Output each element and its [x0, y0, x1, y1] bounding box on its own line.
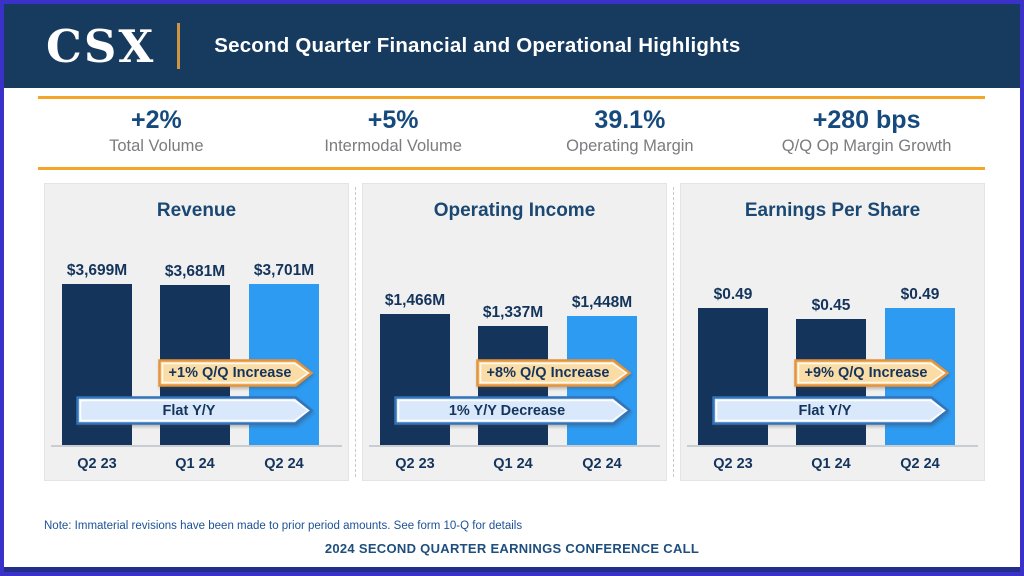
chart-panel-earnings-per-share: Earnings Per Share $0.49 $0.45 $0.49 +9% Q/… [680, 183, 985, 481]
chart-plot: $0.49 $0.45 $0.49 +9% Q/Q Increase Flat Y/Y [681, 224, 984, 447]
bar-value-label: $3,681M [164, 263, 226, 280]
chart-title: Operating Income [433, 200, 596, 221]
bar-q2-23 [380, 314, 450, 446]
kpi-label: Intermodal Volume [324, 136, 462, 155]
category-label: Q2 23 [713, 456, 753, 472]
bar-value-label: $3,699M [66, 262, 128, 279]
category-label: Q2 23 [77, 456, 117, 472]
category-label: Q2 24 [582, 456, 622, 472]
category-label: Q2 24 [264, 456, 304, 472]
annotation-text: +9% Q/Q Increase [804, 365, 928, 381]
footnote: Note: Immaterial revisions have been mad… [44, 520, 523, 532]
kpi-label: Operating Margin [566, 136, 694, 155]
chart-categories: Q2 23 Q1 24 Q2 24 [45, 451, 348, 477]
kpi-top-rule [38, 96, 985, 99]
kpi-row: +2% Total Volume +5% Intermodal Volume 3… [38, 101, 985, 163]
category-label: Q1 24 [175, 456, 215, 472]
chart-plot: $1,466M $1,337M $1,448M +8% Q/Q Increase 1% … [363, 224, 666, 447]
category-label: Q2 24 [900, 456, 940, 472]
category-label: Q2 23 [395, 456, 435, 472]
chart-panel-operating-income: Operating Income $1,466M $1,337M $1,448M +8… [362, 183, 667, 481]
kpi-label: Q/Q Op Margin Growth [781, 136, 952, 155]
kpi-intermodal-volume: +5% Intermodal Volume [275, 101, 512, 163]
annotation-arrow-orange: +9% Q/Q Increase [794, 359, 949, 387]
bar-value-label: $0.45 [811, 297, 851, 314]
bottom-accent-strip [4, 567, 1020, 572]
annotation-arrow-blue: Flat Y/Y [712, 396, 949, 425]
bar-q2-23 [698, 308, 768, 446]
category-label: Q1 24 [493, 456, 533, 472]
bar-value-label: $0.49 [713, 286, 753, 303]
chart-title: Revenue [156, 200, 237, 221]
kpi-value: 39.1% [594, 106, 666, 134]
header-divider [177, 23, 181, 69]
kpi-bottom-rule [38, 167, 985, 170]
chart-plot: $3,699M $3,681M $3,701M +1% Q/Q Increase Fla… [45, 224, 348, 447]
annotation-text: +1% Q/Q Increase [168, 365, 292, 381]
charts-row: Revenue $3,699M $3,681M $3,701M +1% Q/Q Inc… [44, 183, 985, 481]
chart-categories: Q2 23 Q1 24 Q2 24 [681, 451, 984, 477]
kpi-value: +2% [131, 106, 182, 134]
page-title: Second Quarter Financial and Operational… [214, 34, 741, 57]
chart-title: Earnings Per Share [744, 200, 921, 221]
bar-value-label: $0.49 [900, 286, 940, 303]
annotation-text: Flat Y/Y [162, 402, 216, 419]
annotation-arrow-orange: +8% Q/Q Increase [476, 359, 631, 387]
category-label: Q1 24 [811, 456, 851, 472]
annotation-arrow-blue: Flat Y/Y [76, 396, 313, 425]
kpi-value: +280 bps [812, 106, 921, 134]
kpi-total-volume: +2% Total Volume [38, 101, 275, 163]
bar-value-label: $1,448M [571, 294, 633, 311]
annotation-text: 1% Y/Y Decrease [448, 402, 566, 419]
annotation-arrow-blue: 1% Y/Y Decrease [394, 396, 631, 425]
header-bar: CSX Second Quarter Financial and Operati… [4, 4, 1020, 88]
panel-divider [667, 183, 680, 481]
annotation-text: Flat Y/Y [798, 402, 852, 419]
kpi-value: +5% [367, 106, 419, 134]
bar-value-label: $1,337M [482, 304, 544, 321]
annotation-arrow-orange: +1% Q/Q Increase [158, 359, 313, 387]
chart-categories: Q2 23 Q1 24 Q2 24 [363, 451, 666, 477]
kpi-op-margin-growth: +280 bps Q/Q Op Margin Growth [748, 101, 985, 163]
bar-value-label: $3,701M [253, 262, 315, 279]
annotation-text: +8% Q/Q Increase [486, 365, 610, 381]
kpi-operating-margin: 39.1% Operating Margin [512, 101, 749, 163]
panel-divider [349, 183, 362, 481]
kpi-label: Total Volume [109, 136, 204, 155]
chart-panel-revenue: Revenue $3,699M $3,681M $3,701M +1% Q/Q Inc… [44, 183, 349, 481]
footer-title: 2024 SECOND QUARTER EARNINGS CONFERENCE … [324, 541, 700, 556]
csx-logo: CSX [46, 19, 156, 73]
bar-value-label: $1,466M [384, 292, 446, 309]
